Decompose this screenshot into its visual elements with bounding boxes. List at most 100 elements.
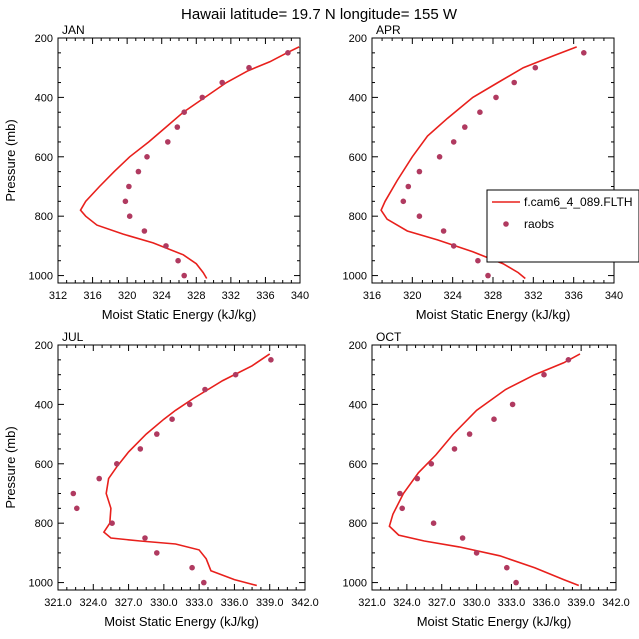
raobs-point (493, 94, 499, 101)
raobs-point (430, 520, 437, 526)
plot-frame (57, 37, 301, 284)
model-line-jul (102, 353, 271, 587)
y-tick-label: 600 (35, 152, 53, 164)
raobs-point (165, 139, 171, 145)
x-tick-label: 328 (484, 290, 502, 302)
y-tick-label: 800 (349, 518, 367, 530)
x-tick-label: 340 (291, 290, 309, 302)
raobs-point (416, 213, 423, 219)
raobs-point (285, 50, 291, 56)
raobs-point (189, 564, 195, 571)
panel-title: OCT (376, 330, 402, 344)
model-line-jan (79, 46, 300, 279)
raobs-point (462, 124, 468, 130)
legend-obs-label: raobs (524, 217, 554, 231)
raobs-point (400, 198, 407, 205)
x-tick-label: 312 (49, 290, 67, 302)
legend-model-label: f.cam6_4_089.FLTH (524, 195, 633, 209)
raobs-point (485, 272, 491, 279)
raobs-point (414, 475, 421, 482)
model-line-oct (388, 353, 581, 587)
raobs-point (137, 446, 144, 452)
raobs-point (473, 550, 480, 556)
raobs-point (135, 168, 142, 175)
x-tick-label: 324.0 (80, 597, 108, 609)
model-line-apr (380, 46, 577, 280)
y-tick-label: 800 (35, 211, 53, 223)
raobs-point (114, 461, 120, 467)
panel-jul: JUL 321.0 324.0 327.0 330.0 333.0 336.0 339.0 34… (3, 330, 319, 629)
panel-apr: APR 316 320 324 328 332 336 340 200 400 600 800 1000… (343, 23, 624, 322)
raobs-point (532, 64, 539, 71)
raobs-point (96, 475, 102, 482)
raobs-point (175, 257, 181, 264)
raobs-point (397, 490, 403, 497)
y-tick-label: 200 (349, 33, 367, 45)
x-tick-label: 324 (443, 290, 461, 302)
x-tick-label: 333.0 (498, 597, 526, 609)
raobs-point (141, 228, 148, 234)
raobs-point (142, 535, 148, 541)
y-tick-label: 400 (349, 399, 367, 411)
raobs-point (144, 154, 150, 160)
raobs-point (154, 550, 160, 556)
x-tick-label: 336.0 (221, 597, 249, 609)
x-tick-label: 330.0 (463, 597, 491, 609)
panel-title: APR (376, 23, 401, 37)
figure-title: Hawaii latitude= 19.7 N longitude= 155 W (181, 6, 458, 23)
raobs-point (466, 431, 473, 437)
y-tick-label: 200 (349, 340, 367, 352)
y-tick-label: 400 (35, 92, 53, 104)
panel-oct: OCT 321.0 324.0 327.0 330.0 333.0 336.0 339.0 34… (343, 330, 630, 629)
raobs-point (122, 198, 129, 205)
raobs-point (246, 64, 252, 71)
raobs-point (513, 579, 519, 586)
raobs-point (450, 139, 457, 145)
raobs-point (581, 50, 587, 56)
raobs-point (186, 401, 193, 408)
raobs-point (199, 94, 206, 101)
x-tick-label: 342.0 (291, 597, 319, 609)
raobs-point (459, 535, 466, 541)
x-tick-label: 336 (564, 290, 582, 302)
x-tick-label: 316 (363, 290, 381, 302)
y-axis-label: Pressure (mb) (3, 119, 18, 201)
legend: f.cam6_4_089.FLTH raobs (486, 189, 639, 263)
plot-frame (371, 344, 617, 591)
x-tick-label: 339.0 (256, 597, 284, 609)
y-tick-label: 800 (349, 211, 367, 223)
raobs-point (268, 357, 274, 363)
y-tick-label: 200 (35, 33, 53, 45)
raobs-point (405, 183, 412, 190)
x-tick-label: 336.0 (533, 597, 561, 609)
raobs-point (399, 505, 406, 512)
raobs-point (509, 401, 516, 408)
raobs-point (504, 564, 510, 571)
x-axis-label: Moist Static Energy (kJ/kg) (417, 614, 572, 629)
panel-title: JUL (62, 330, 84, 344)
x-tick-label: 327.0 (428, 597, 456, 609)
raobs-point (109, 520, 115, 526)
y-tick-label: 600 (349, 459, 367, 471)
x-tick-label: 328 (187, 290, 205, 302)
x-tick-label: 342.0 (602, 597, 630, 609)
raobs-point (491, 416, 497, 423)
raobs-point (181, 109, 187, 115)
raobs-point (202, 386, 208, 393)
x-axis-label: Moist Static Energy (kJ/kg) (102, 307, 257, 322)
plot-frame (57, 344, 306, 591)
panel-jan: JAN 312 316 320 324 328 332 336 340 200 400 600 800 1… (3, 23, 309, 322)
x-tick-label: 324 (153, 290, 171, 302)
y-tick-label: 1000 (29, 271, 53, 283)
raobs-point (74, 505, 80, 512)
x-axis-label: Moist Static Energy (kJ/kg) (104, 614, 259, 629)
raobs-point (541, 371, 547, 378)
y-axis-label: Pressure (mb) (3, 426, 18, 508)
raobs-point (511, 79, 517, 86)
raobs-point (477, 109, 483, 115)
raobs-point (201, 579, 207, 586)
x-tick-label: 340 (605, 290, 623, 302)
raobs-point (428, 461, 435, 467)
x-tick-label: 321.0 (44, 597, 72, 609)
